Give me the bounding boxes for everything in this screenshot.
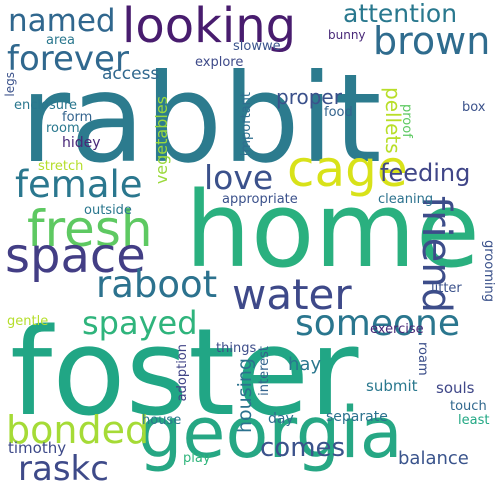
word-box: box [462, 100, 486, 115]
word-housing: housing [234, 358, 256, 433]
word-things: things [216, 341, 257, 356]
word-raboot: raboot [96, 263, 218, 306]
word-hidey: hidey [62, 135, 101, 151]
word-space: space [5, 228, 146, 284]
word-explore: explore [195, 55, 244, 70]
word-important: important [239, 92, 254, 157]
word-balance: balance [398, 448, 469, 469]
word-fresh: fresh [27, 200, 153, 258]
word-submit: submit [366, 377, 418, 395]
word-slowwe: slowwe [233, 39, 281, 54]
word-someone: someone [295, 303, 460, 344]
word-form: form [62, 110, 93, 125]
word-forever: forever [7, 39, 129, 79]
word-house: house [142, 413, 182, 428]
word-bunny: bunny [328, 28, 366, 42]
word-named: named [8, 3, 116, 39]
word-cage: cage [287, 140, 408, 198]
word-looking: looking [122, 0, 297, 54]
word-foster: foster [10, 304, 359, 443]
word-brown: brown [373, 19, 491, 63]
word-room: room [46, 121, 80, 136]
word-home: home [185, 169, 480, 291]
word-outside: outside [84, 203, 132, 218]
word-raskc: raskc [18, 449, 109, 489]
word-roam: roam [415, 342, 430, 376]
word-proof: proof [399, 104, 414, 138]
word-legs: legs [3, 72, 17, 97]
word-georgia: georgia [138, 392, 403, 474]
word-access: access [102, 64, 160, 84]
word-feeding: feeding [380, 159, 471, 187]
word-area: area [46, 33, 75, 48]
word-water: water [232, 270, 352, 319]
word-proper: proper [276, 85, 342, 109]
word-touch: touch [450, 399, 487, 414]
word-separate: separate [326, 409, 388, 425]
word-enclosure: enclosure [14, 98, 78, 113]
word-attention: attention [343, 0, 458, 28]
word-food: food [324, 105, 353, 120]
word-play: play [183, 451, 211, 466]
word-hay: hay [288, 354, 322, 375]
word-vegetables: vegetables [152, 96, 171, 185]
word-female: female [15, 163, 143, 206]
word-timothy: timothy [8, 439, 67, 457]
word-comes: comes [260, 433, 346, 463]
word-grooming: grooming [481, 240, 496, 302]
word-bonded: bonded [6, 408, 150, 452]
word-adoption: adoption [175, 344, 190, 402]
word-rabbit: rabbit [20, 48, 382, 190]
word-least: least [458, 413, 490, 428]
word-spayed: spayed [82, 304, 198, 342]
word-gentle: gentle [7, 314, 49, 329]
word-interest: interest [257, 346, 272, 396]
word-cleaning: cleaning [378, 192, 434, 207]
word-day: day [268, 411, 294, 427]
word-stretch: stretch [38, 159, 84, 174]
word-exercise: exercise [370, 322, 424, 337]
word-love: love [204, 158, 274, 197]
word-souls: souls [436, 379, 475, 397]
word-appropriate: appropriate [222, 192, 298, 207]
word-litter: litter [431, 281, 462, 296]
